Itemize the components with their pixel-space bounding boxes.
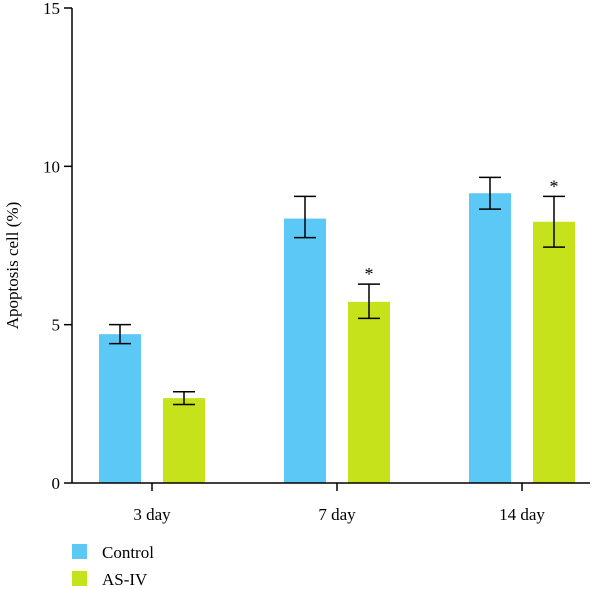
y-tick-label: 0 <box>52 474 61 493</box>
legend-label: AS-IV <box>102 570 148 589</box>
axes <box>71 8 590 484</box>
y-tick-label: 15 <box>43 0 60 18</box>
x-tick-label: 3 day <box>133 505 171 524</box>
bars-layer <box>99 193 575 484</box>
bar-as-iv <box>163 398 205 483</box>
bar-as-iv <box>348 301 390 483</box>
significance-marker: * <box>550 176 559 196</box>
bar-control <box>284 218 326 484</box>
legend-label: Control <box>102 543 154 562</box>
y-tick-label: 10 <box>43 157 60 176</box>
error-bars-layer: ** <box>109 176 565 406</box>
y-axis-title: Apoptosis cell (%) <box>3 202 22 329</box>
x-tick-label: 14 day <box>499 505 545 524</box>
legend-swatch <box>72 571 87 586</box>
significance-marker: * <box>365 264 374 284</box>
x-tick-label: 7 day <box>318 505 356 524</box>
x-ticks: 3 day 7 day 14 day <box>133 483 545 524</box>
bar-as-iv <box>533 221 575 483</box>
bar-control <box>469 193 511 483</box>
y-tick-label: 5 <box>52 316 61 335</box>
legend: Control AS-IV <box>72 543 154 589</box>
y-ticks: 0 5 10 15 <box>43 0 72 493</box>
legend-swatch <box>72 544 87 559</box>
bar-control <box>99 334 141 483</box>
